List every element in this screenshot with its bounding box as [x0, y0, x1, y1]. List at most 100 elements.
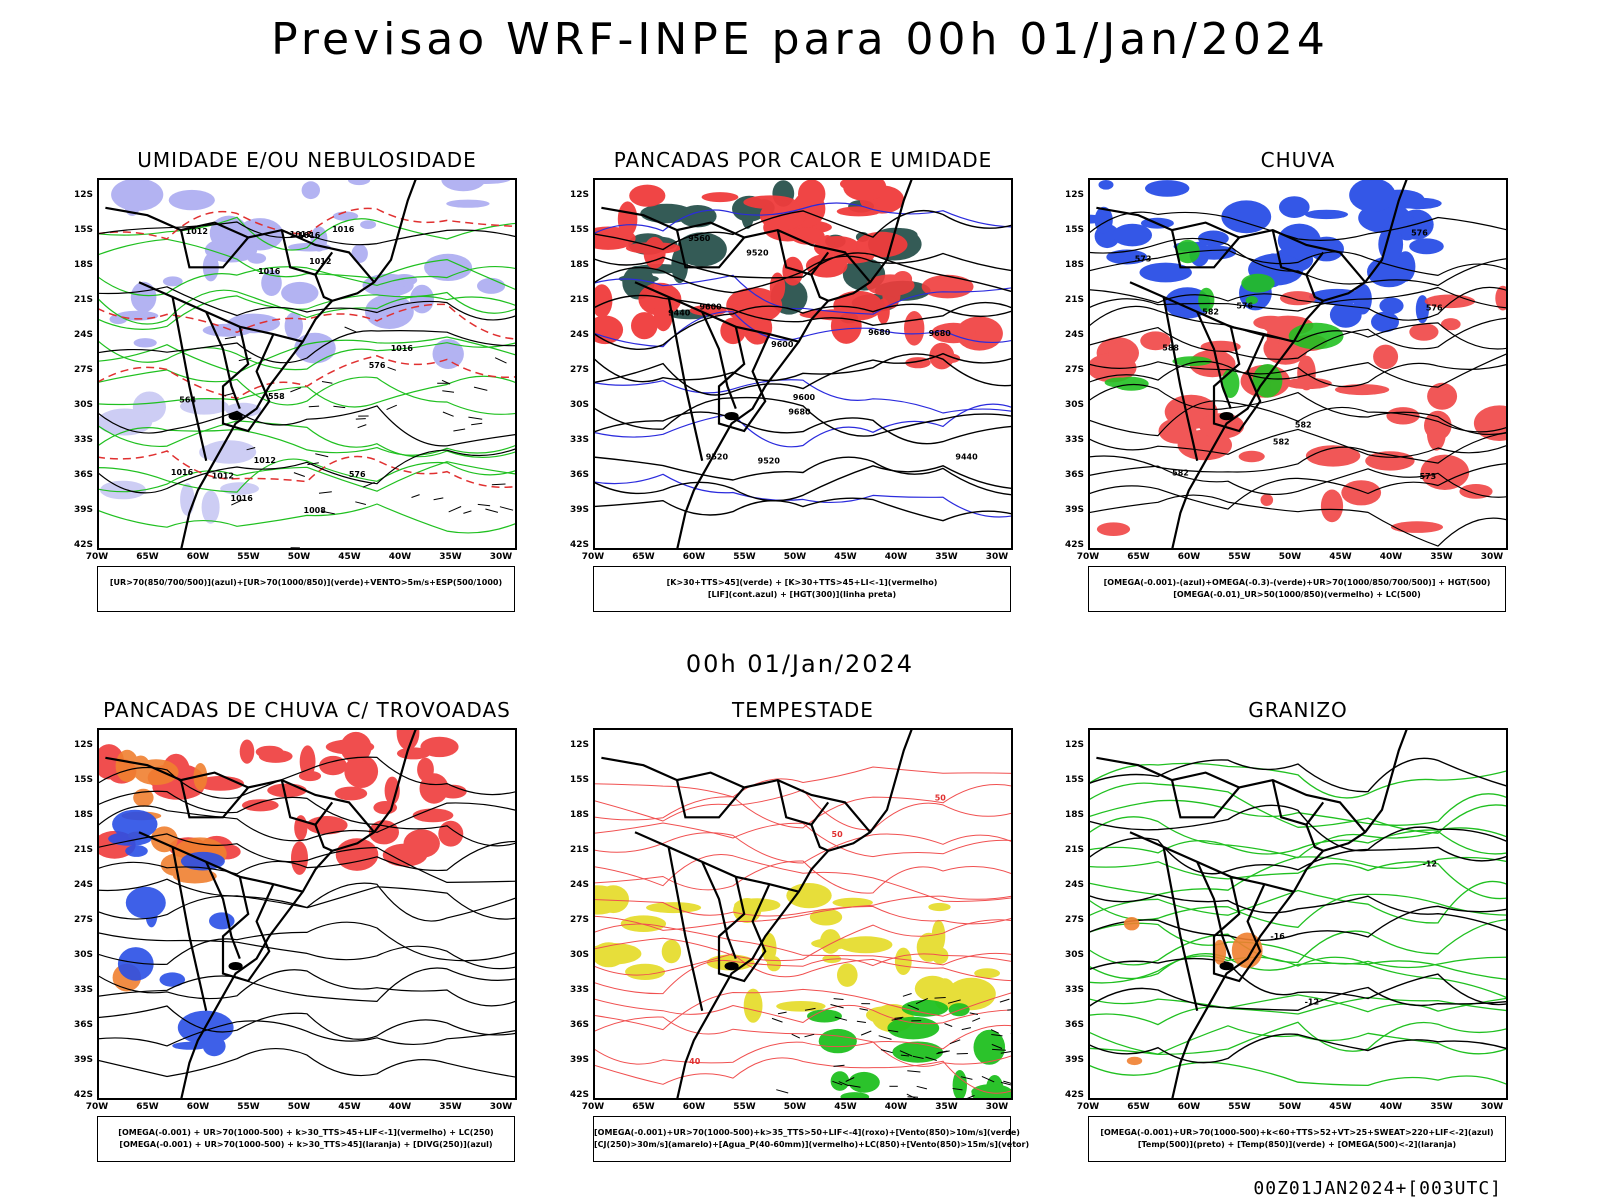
legend-caption-line: [OMEGA(-0.01)_UR>50(1000/850)(vermelho) … [1173, 590, 1421, 599]
height-500-contour [1087, 211, 1509, 547]
map-frame [97, 728, 517, 1100]
longitude-tick-label: 35W [439, 1102, 462, 1112]
latitude-tick-label: 27S [73, 365, 93, 375]
latitude-tick-label: 39S [569, 505, 589, 515]
longitude-tick-label: 50W [1278, 1102, 1302, 1112]
legend-caption-line: [OMEGA(-0.001) + UR>70(1000-500) + k>30_… [118, 1128, 494, 1137]
longitude-tick-label: 45W [834, 1102, 857, 1112]
instability-red-area [580, 173, 908, 345]
longitude-tick-label: 55W [733, 1102, 756, 1112]
contour-label: 582 [1295, 420, 1312, 429]
latitude-tick-label: 15S [569, 775, 589, 785]
longitude-tick-label: 70W [581, 1102, 605, 1112]
latitude-tick-label: 39S [1064, 1055, 1084, 1065]
longitude-tick-label: 65W [136, 552, 159, 562]
longitude-tick-label: 65W [632, 552, 655, 562]
contour-label-group: 9680 9680 9600 9560 9680 9600 9520 9440 9600 9520… [668, 234, 978, 466]
legend-caption-line: [OMEGA(-0.001)-(azul)+OMEGA(-0.3)-(verde… [1103, 578, 1491, 587]
longitude-tick-label: 30W [1480, 1102, 1504, 1112]
country-borders [593, 726, 914, 1101]
map-frame [593, 728, 1013, 1100]
longitude-tick-label: 55W [733, 552, 756, 562]
lifted-index-contour [592, 202, 1014, 518]
contour-label: 576 [369, 361, 386, 370]
longitude-tick-label: 40W [884, 1102, 908, 1112]
latitude-tick-label: 21S [1064, 295, 1084, 305]
forecast-map: -12 -12 -16 [1087, 726, 1509, 1101]
latitude-tick-label: 36S [569, 470, 589, 480]
longitude-tick-label: 30W [489, 552, 513, 562]
longitude-tick-label: 40W [388, 1102, 412, 1112]
latitude-tick-label: 36S [569, 1020, 589, 1030]
latitude-tick-label: 24S [73, 330, 93, 340]
map-frame [97, 178, 517, 550]
latitude-tick-label: 12S [1064, 190, 1084, 200]
latitude-tick-label: 12S [73, 740, 93, 750]
streamline [96, 756, 518, 1078]
pressure-contour [96, 221, 518, 494]
contour-label-group: 588 582 576 582 573 576 576 573 582 582 [1135, 228, 1443, 481]
latitude-tick-label: 33S [1064, 985, 1084, 995]
contour-label: 1016 [391, 344, 414, 353]
longitude-tick-label: 45W [1329, 1102, 1352, 1112]
longitude-tick-label: 30W [985, 552, 1009, 562]
latitude-tick-label: 21S [569, 295, 589, 305]
contour-label: 9440 [668, 308, 691, 317]
latitude-tick-label: 12S [569, 740, 589, 750]
run-time-footer: 00Z01JAN2024+[003UTC] [1253, 1178, 1502, 1199]
legend-caption-line: [OMEGA(-0.001)+UR>70(1000-500)+k>35_TTS>… [594, 1128, 1020, 1137]
latitude-tick-label: 39S [73, 1055, 93, 1065]
forecast-map: 1012 1012 1012 1012 1008 1016 1016 1016 1016 1016… [96, 168, 518, 551]
legend-caption: [OMEGA(-0.001)-(azul)+OMEGA(-0.3)-(verde… [1088, 566, 1506, 612]
longitude-tick-label: 45W [338, 552, 361, 562]
latitude-tick-label: 24S [73, 880, 93, 890]
forecast-map: 50 50 40 [571, 726, 1022, 1106]
longitude-tick-label: 65W [136, 1102, 159, 1112]
latitude-tick-label: 15S [73, 225, 93, 235]
map-canvas: -12 -12 -16 [1087, 726, 1509, 1101]
latitude-tick-label: 42S [569, 540, 589, 550]
latitude-tick-label: 30S [569, 950, 589, 960]
contour-label: 1016 [332, 225, 355, 234]
country-borders [1088, 176, 1409, 551]
latitude-tick-label: 18S [73, 260, 93, 270]
contour-label: 588 [1162, 343, 1179, 352]
legend-caption-line: [K>30+TTS>45](verde) + [K>30+TTS>45+LI<-… [666, 578, 938, 587]
legend-caption-line: [OMEGA(-0.001) + UR>70(1000-500) + k>30_… [119, 1140, 493, 1149]
longitude-tick-label: 70W [581, 552, 605, 562]
longitude-tick-label: 50W [783, 1102, 807, 1112]
temp-850-contour [1087, 762, 1509, 1087]
latitude-tick-label: 21S [73, 845, 93, 855]
latitude-tick-label: 36S [73, 1020, 93, 1030]
contour-label: 582 [1202, 307, 1219, 316]
contour-label: 1016 [258, 267, 281, 276]
contour-label: 1012 [254, 456, 276, 465]
contour-label: 9680 [788, 407, 811, 416]
contour-label: 576 [1426, 304, 1443, 313]
latitude-tick-label: 36S [73, 470, 93, 480]
latitude-tick-label: 33S [569, 435, 589, 445]
contour-label: 573 [1135, 254, 1152, 263]
wind-vector [224, 326, 514, 549]
wind-850-green-area [807, 999, 1019, 1106]
contour-label: 573 [1419, 472, 1436, 481]
longitude-tick-label: 70W [85, 1102, 109, 1112]
latitude-tick-label: 15S [73, 775, 93, 785]
contour-label: 9520 [706, 452, 729, 461]
latitude-tick-label: 36S [1064, 1020, 1084, 1030]
contour-label-group: 1012 1012 1012 1012 1008 1016 1016 1016 1016 1016… [171, 225, 413, 515]
legend-caption: [OMEGA(-0.001)+UR>70(1000-500)+k>35_TTS>… [593, 1116, 1029, 1162]
longitude-tick-label: 40W [884, 552, 908, 562]
panel-title: TEMPESTADE [732, 698, 874, 722]
country-borders [97, 726, 418, 1101]
latitude-tick-label: 27S [1064, 365, 1084, 375]
latitude-tick-label: 12S [569, 190, 589, 200]
latitude-tick-label: 36S [1064, 470, 1084, 480]
latitude-tick-label: 18S [569, 810, 589, 820]
latitude-tick-label: 39S [1064, 505, 1084, 515]
panel-title: PANCADAS POR CALOR E UMIDADE [613, 148, 993, 172]
latitude-tick-label: 24S [1064, 330, 1084, 340]
latitude-tick-label: 33S [1064, 435, 1084, 445]
legend-caption-line: [LIF](cont.azul) + [HGT(300)](linha pret… [707, 590, 897, 599]
longitude-tick-label: 35W [1430, 552, 1453, 562]
